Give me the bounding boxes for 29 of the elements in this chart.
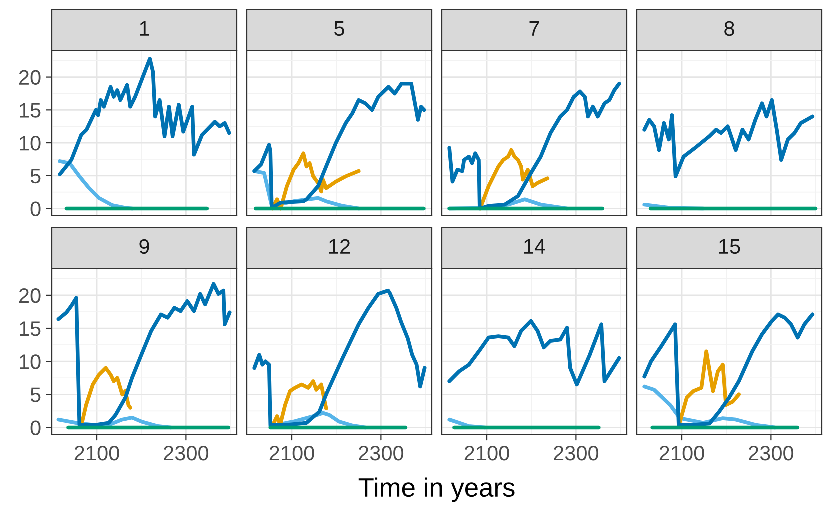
chart-title: 12 [330, 239, 350, 254]
x-tick-label: 2100 [660, 446, 704, 461]
line-series [58, 57, 232, 176]
y-tick-label: 15 [20, 103, 41, 118]
chart-title: 7 [530, 22, 540, 36]
chart-title: 1 [140, 22, 150, 36]
x-tick-label: 2100 [464, 446, 510, 461]
y-tick-label: 0 [30, 420, 41, 436]
chart-title: 15 [720, 240, 740, 254]
x-tick-label: 2100 [74, 446, 120, 461]
y-tick-label: 10 [20, 136, 41, 151]
x-tick-label: 2300 [359, 446, 404, 461]
chart-title: 9 [140, 239, 150, 254]
line-series [56, 282, 232, 427]
y-tick-label: 5 [30, 169, 41, 184]
x-tick-label: 2300 [554, 446, 599, 461]
y-tick-label: 20 [19, 70, 41, 86]
chart-title: 8 [724, 21, 734, 36]
x-tick-label: 2100 [270, 446, 314, 461]
x-tick-label: 2300 [164, 446, 209, 461]
y-tick-label: 15 [20, 322, 41, 336]
y-tick-label: 10 [20, 354, 41, 370]
x-tick-label: 2300 [749, 446, 794, 461]
chart-title: 14 [524, 240, 546, 254]
chart-title: 5 [334, 22, 344, 36]
y-tick-label: 0 [30, 202, 41, 217]
x-axis-title: Time in years [358, 478, 515, 502]
y-tick-label: 5 [30, 388, 41, 402]
y-tick-label: 20 [19, 288, 41, 304]
